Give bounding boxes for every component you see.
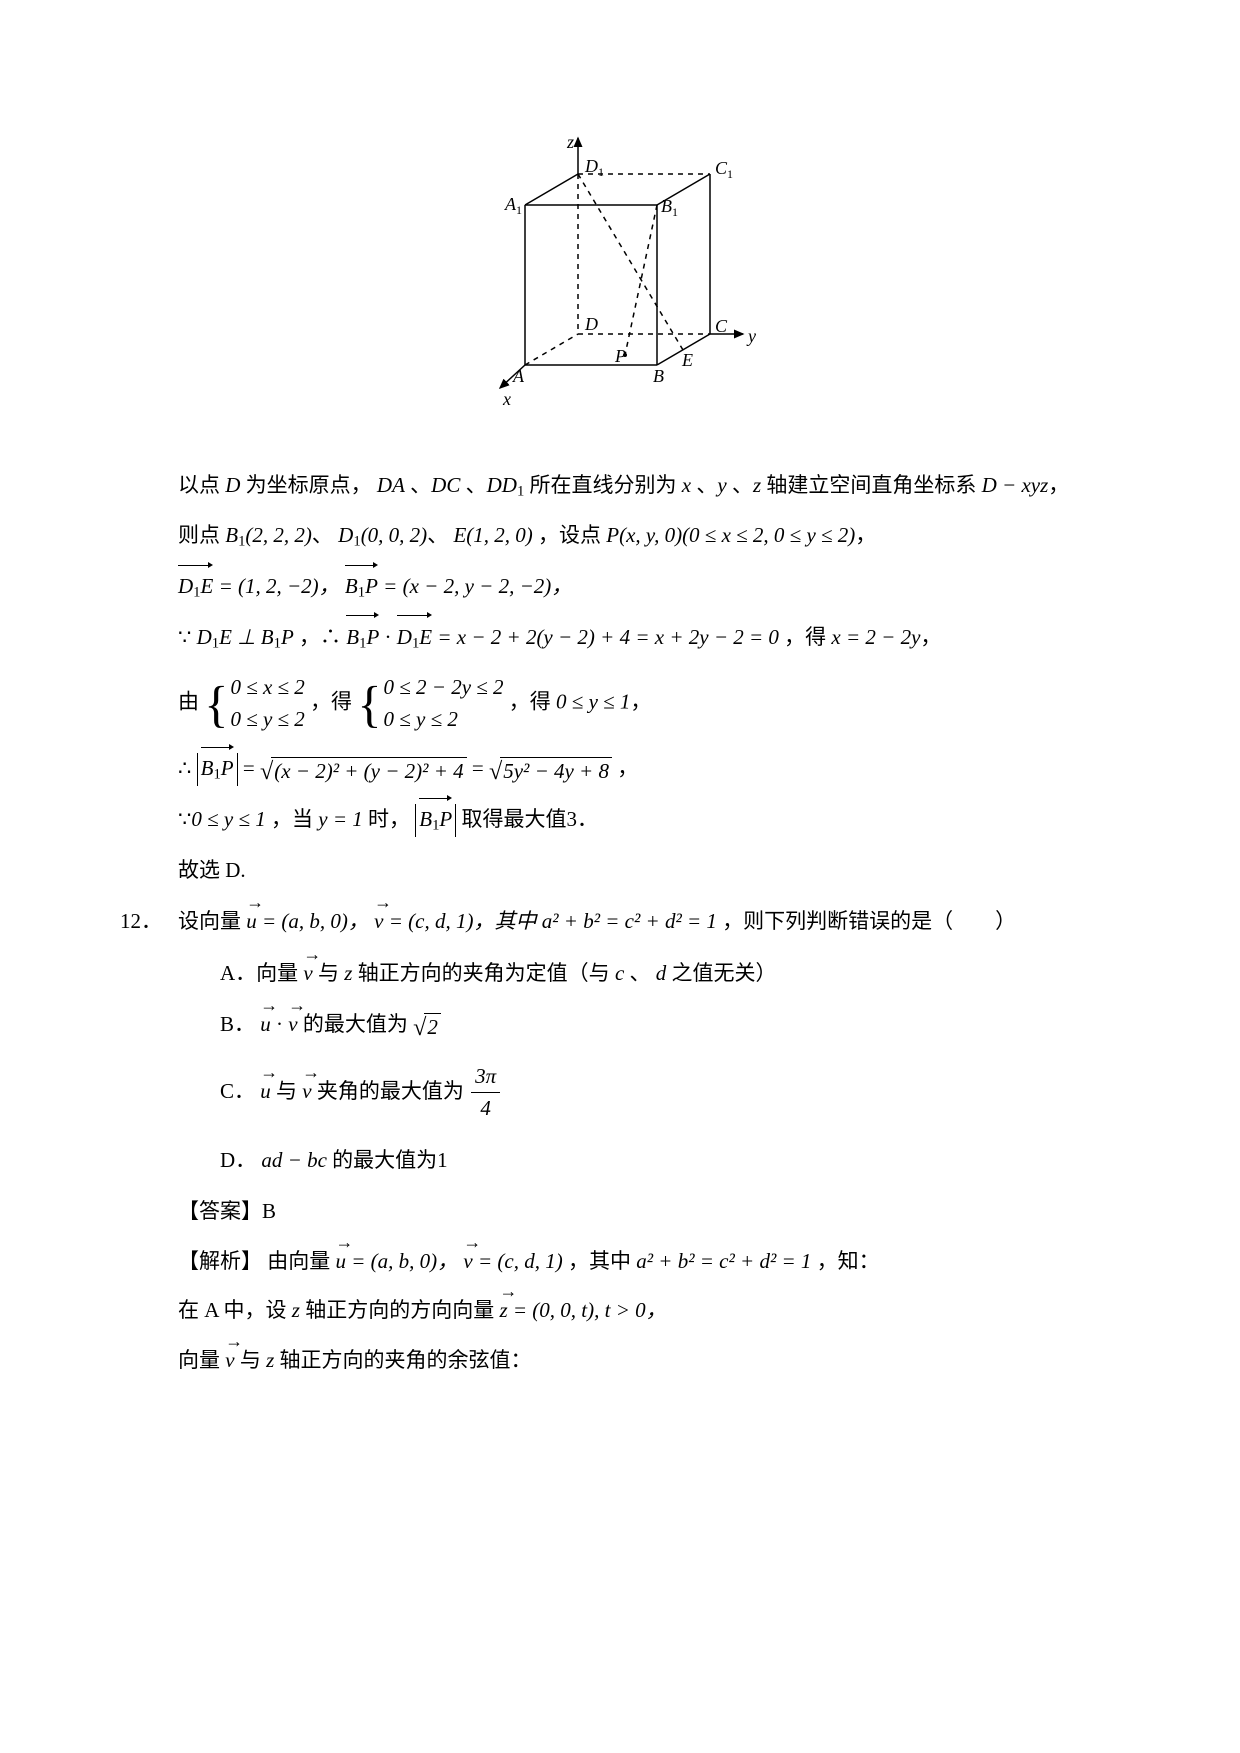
cube-svg: z y x D1 C1 A1 B1 D C A B E P — [475, 130, 765, 430]
q12-number: 12． — [120, 906, 178, 938]
axis-y-label: y — [746, 326, 756, 346]
page: z y x D1 C1 A1 B1 D C A B E P 以点 D 为坐标原点… — [0, 0, 1240, 1753]
svg-text:A1: A1 — [504, 194, 522, 217]
q12-option-b: B． →u · →v 的最大值为 √2 — [220, 1009, 1120, 1041]
svg-text:C: C — [715, 316, 728, 336]
solution-line-5: 由 {0 ≤ x ≤ 20 ≤ y ≤ 2 ，得 {0 ≤ 2 − 2y ≤ 2… — [178, 672, 1120, 735]
axis-z-label: z — [566, 132, 574, 152]
solution-line-6: ∴ B1P = √(x − 2)² + (y − 2)² + 4 = √5y² … — [178, 753, 1120, 786]
solution-line-4: ∵ D1E ⊥ B1P ，∴ B1P · D1E = x − 2 + 2(y −… — [178, 622, 1120, 655]
svg-text:D1: D1 — [584, 156, 604, 179]
svg-text:B: B — [653, 366, 664, 386]
q12-explanation-3: 向量 →v 与 z 轴正方向的夹角的余弦值： — [178, 1345, 1120, 1377]
svg-text:D: D — [584, 314, 598, 334]
q12-option-c: C． →u 与 →v 夹角的最大值为 3π4 — [220, 1061, 1120, 1125]
solution-line-7: ∵0 ≤ y ≤ 1 ，当 y = 1 时， B1P 取得最大值3． — [178, 804, 1120, 837]
svg-text:B1: B1 — [661, 196, 678, 219]
solution-line-2: 则点 B1(2, 2, 2)、 D1(0, 0, 2)、 E(1, 2, 0) … — [178, 520, 1120, 553]
q12-stem: 设向量 →u = (a, b, 0)， →v = (c, d, 1)，其中 a²… — [178, 906, 1120, 938]
svg-text:A: A — [512, 366, 525, 386]
q12-answer: 【答案】B — [178, 1196, 1120, 1228]
q12-option-a: A．向量 →v 与 z 轴正方向的夹角为定值（与 c 、 d 之值无关） — [220, 958, 1120, 990]
solution-choose: 故选 D. — [178, 855, 1120, 887]
cube-diagram: z y x D1 C1 A1 B1 D C A B E P — [120, 130, 1120, 440]
svg-text:C1: C1 — [715, 158, 733, 181]
svg-text:E: E — [681, 350, 693, 370]
axis-x-label: x — [502, 389, 511, 409]
solution-line-3: D1E = (1, 2, −2)， B1P = (x − 2, y − 2, −… — [178, 571, 1120, 604]
question-12: 12． 设向量 →u = (a, b, 0)， →v = (c, d, 1)，其… — [120, 906, 1120, 938]
q12-explanation-1: 【解析】 由向量 →u = (a, b, 0)， →v = (c, d, 1) … — [178, 1246, 1120, 1278]
solution-line-1: 以点 D 为坐标原点， DA 、DC 、DD1 所在直线分别为 x 、y 、z … — [178, 470, 1120, 503]
q12-explanation-2: 在 A 中，设 z 轴正方向的方向向量 →z = (0, 0, t), t > … — [178, 1295, 1120, 1327]
q12-option-d: D． ad − bc 的最大值为1 — [220, 1145, 1120, 1177]
